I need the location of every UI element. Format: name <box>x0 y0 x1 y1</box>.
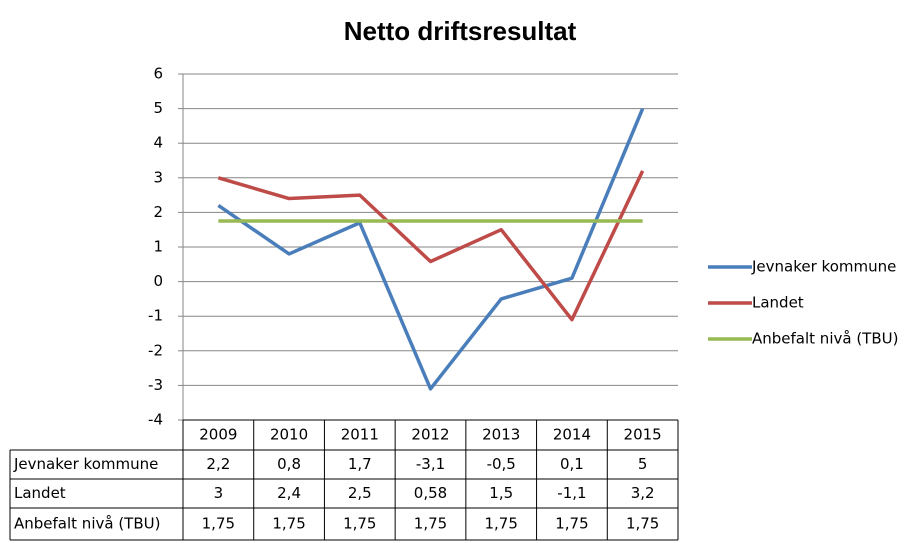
y-tick-label: 2 <box>153 203 163 221</box>
y-tick-label: -3 <box>148 376 163 394</box>
table-cell: 5 <box>638 455 648 473</box>
x-tick-label: 2011 <box>341 426 379 444</box>
table-cell: 1,75 <box>202 515 235 533</box>
table-cell: 2,5 <box>348 484 372 502</box>
table-cell: -1,1 <box>557 484 586 502</box>
table-cell: 1,75 <box>414 515 447 533</box>
table-cell: 1,75 <box>626 515 659 533</box>
table-cell: 1,7 <box>348 455 372 473</box>
y-tick-label: -1 <box>148 307 163 325</box>
y-tick-label: 4 <box>153 134 163 152</box>
table-cell: 3,2 <box>631 484 655 502</box>
table-row-header: Anbefalt nivå (TBU) <box>14 515 160 533</box>
table-cell: 0,58 <box>414 484 447 502</box>
y-tick-label: 5 <box>153 99 163 117</box>
y-tick-label: -2 <box>148 341 163 359</box>
legend-label: Anbefalt nivå (TBU) <box>752 330 898 348</box>
series-line <box>217 107 645 391</box>
table-cell: 2,4 <box>277 484 301 502</box>
series-line <box>217 170 645 322</box>
table-cell: 3 <box>214 484 224 502</box>
table-cell: 0,8 <box>277 455 301 473</box>
table-cell: -3,1 <box>416 455 445 473</box>
legend-label: Landet <box>752 294 804 312</box>
legend-label: Jevnaker kommune <box>751 258 896 276</box>
x-tick-label: 2012 <box>411 426 449 444</box>
x-tick-label: 2013 <box>482 426 520 444</box>
table-row-header: Landet <box>14 484 66 502</box>
x-tick-label: 2014 <box>553 426 591 444</box>
y-tick-label: 0 <box>153 272 163 290</box>
table-row-header: Jevnaker kommune <box>13 455 158 473</box>
y-tick-label: 1 <box>153 238 163 256</box>
y-tick-label: 6 <box>153 65 163 83</box>
table-cell: 1,75 <box>485 515 518 533</box>
table-cell: 1,75 <box>555 515 588 533</box>
x-tick-label: 2009 <box>199 426 237 444</box>
table-cell: 1,75 <box>343 515 376 533</box>
table-cell: 1,5 <box>489 484 513 502</box>
table-cell: 0,1 <box>560 455 584 473</box>
y-tick-label: 3 <box>153 168 163 186</box>
table-cell: -0,5 <box>487 455 516 473</box>
x-tick-label: 2010 <box>270 426 308 444</box>
x-tick-label: 2015 <box>624 426 662 444</box>
chart-title: Netto driftsresultat <box>344 16 577 46</box>
table-cell: 1,75 <box>272 515 305 533</box>
y-tick-label: -4 <box>148 411 163 429</box>
table-cell: 2,2 <box>206 455 230 473</box>
